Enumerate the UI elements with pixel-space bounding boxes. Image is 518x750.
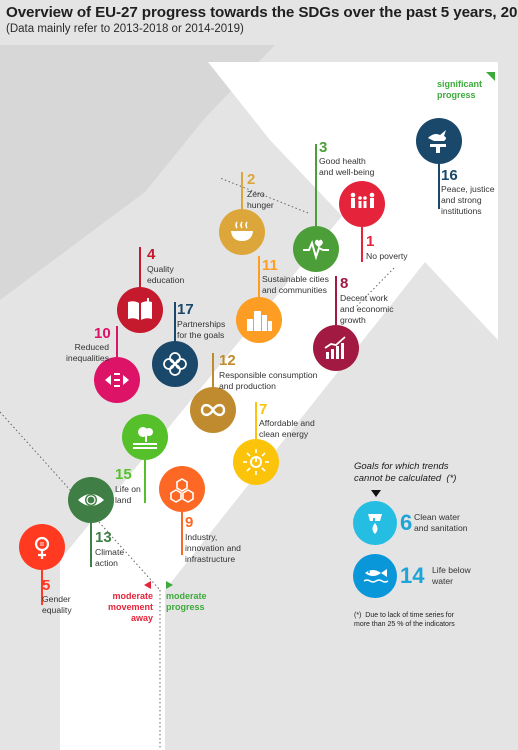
goal-2-number: 2 — [247, 171, 256, 188]
goal-14-number: 14 — [400, 563, 425, 588]
sun-power-icon — [233, 439, 279, 485]
city-icon — [236, 297, 282, 343]
goal-16-number: 16 — [441, 167, 458, 184]
svg-text:=: = — [40, 540, 45, 549]
goal-11-label: Sustainable cities and communities — [262, 274, 329, 295]
tree-icon — [122, 414, 168, 460]
progress-arrow — [60, 62, 498, 750]
rings-icon — [152, 341, 198, 387]
significant-arrow-icon — [486, 72, 495, 81]
goal-4-connector — [139, 247, 141, 287]
goal-12-number: 12 — [219, 352, 236, 369]
goal-4-number: 4 — [147, 246, 156, 263]
goal-16-label: Peace, justice and strong institutions — [441, 184, 495, 216]
goal-9-number: 9 — [185, 514, 194, 531]
goal-15-number: 15 — [115, 466, 132, 483]
goal-10-connector — [116, 326, 118, 357]
moderate-arrow-icon — [166, 581, 173, 589]
goal-10-number: 10 — [94, 325, 111, 342]
growth-chart-icon — [313, 325, 359, 371]
goal-8-connector — [335, 276, 337, 325]
separator-line — [354, 267, 395, 309]
bowl-icon — [219, 209, 265, 255]
goal-6-label: Clean water and sanitation — [414, 512, 468, 533]
fish-icon — [353, 554, 397, 598]
goal-1-number: 1 — [366, 233, 375, 250]
down-arrow-icon — [371, 490, 381, 497]
goal-1-connector — [361, 227, 363, 262]
goal-8-label: Decent work and economic growth — [340, 293, 394, 325]
goal-11-connector — [258, 256, 260, 297]
goal-3-number: 3 — [319, 139, 328, 156]
goal-4-label: Quality education — [147, 264, 185, 285]
legend-away: moderate movement away — [107, 591, 153, 623]
goal-13-connector — [90, 523, 92, 567]
legend-moderate: moderate progress — [166, 591, 207, 612]
heartbeat-icon — [293, 226, 339, 272]
book-icon — [117, 287, 163, 333]
goal-3-connector — [315, 144, 317, 226]
goal-2-connector — [241, 172, 243, 209]
goal-13-number: 13 — [95, 529, 112, 546]
goal-7-label: Affordable and clean energy — [259, 418, 315, 439]
no-trend-title: Goals for which trends cannot be calcula… — [354, 461, 457, 484]
footnote: (*) Due to lack of time series for more … — [354, 612, 455, 628]
equality-icon — [94, 357, 140, 403]
goal-7-connector — [255, 402, 257, 439]
goal-6-number: 6 — [400, 510, 413, 535]
infinity-icon — [190, 387, 236, 433]
dove-gavel-icon — [416, 118, 462, 164]
gender-icon: = — [19, 524, 65, 570]
goal-3-label: Good health and well-being — [319, 156, 375, 177]
goal-5-label: Gender equality — [42, 594, 72, 615]
goal-10-label: Reduced inequalities — [66, 342, 109, 363]
goal-1-label: No poverty — [366, 251, 408, 261]
goal-16-connector — [438, 164, 440, 209]
goal-14-label: Life below water — [432, 565, 471, 586]
eye-globe-icon — [68, 477, 114, 523]
goal-7-number: 7 — [259, 401, 268, 418]
goal-15-connector — [144, 460, 146, 503]
goal-5-connector — [41, 570, 43, 605]
cubes-icon — [159, 466, 205, 512]
goal-11-number: 11 — [262, 257, 278, 274]
goal-2-label: Zero hunger — [247, 189, 274, 210]
goal-17-label: Partnerships for the goals — [177, 319, 226, 340]
family-icon — [339, 181, 385, 227]
page-subtitle: (Data mainly refer to 2013-2018 or 2014-… — [6, 23, 244, 35]
goal-12-connector — [212, 353, 214, 387]
away-arrow-icon — [144, 581, 151, 589]
goal-5-number: 5 — [42, 577, 51, 594]
goal-17-connector — [174, 302, 176, 341]
page-title: Overview of EU-27 progress towards the S… — [6, 4, 518, 21]
goal-8-number: 8 — [340, 275, 349, 292]
goal-17-number: 17 — [177, 301, 194, 318]
goal-15-label: Life on land — [115, 484, 141, 505]
goal-12-label: Responsible consumption and production — [219, 370, 318, 391]
goal-13-label: Climate action — [95, 547, 125, 568]
goal-9-label: Industry, innovation and infrastructure — [185, 532, 241, 564]
legend-significant: significant progress — [437, 79, 483, 100]
water-drop-icon — [353, 501, 397, 545]
goal-9-connector — [181, 512, 183, 555]
